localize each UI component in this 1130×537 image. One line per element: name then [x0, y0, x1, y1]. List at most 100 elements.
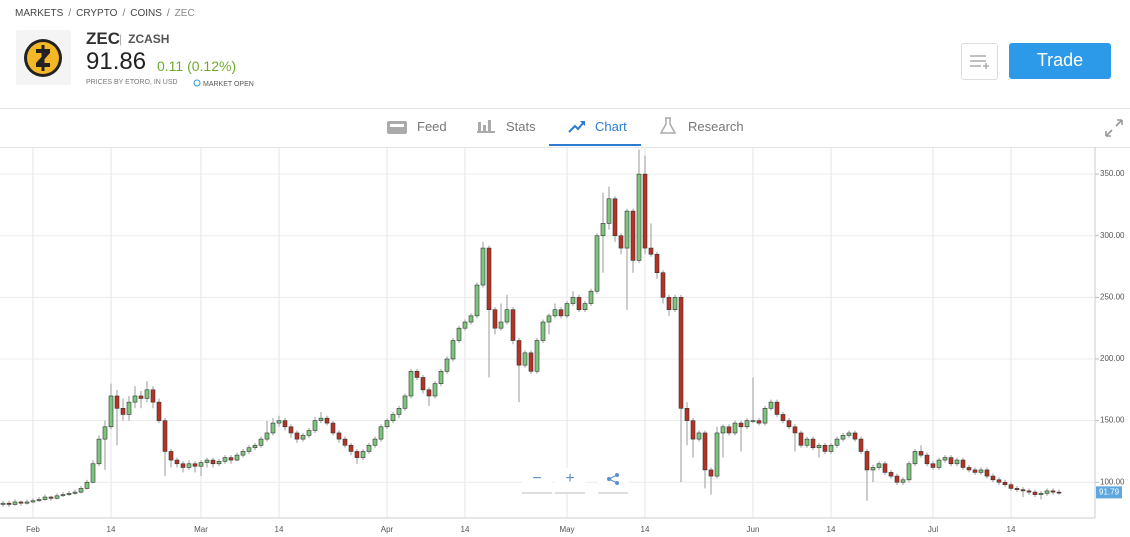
candle-body	[456, 327, 462, 341]
candle-body	[276, 420, 282, 424]
candle-body	[108, 395, 114, 428]
candle-body	[684, 408, 690, 421]
candle-body	[240, 451, 246, 456]
tab[interactable]: Research	[688, 119, 744, 134]
candle-body	[870, 467, 876, 471]
candle-body	[840, 435, 846, 440]
crumb[interactable]: CRYPTO	[76, 8, 118, 19]
candle-body	[12, 501, 18, 505]
candle-body	[720, 426, 726, 434]
candle-body	[258, 438, 264, 446]
candle-body	[480, 247, 486, 286]
candle-body	[504, 309, 510, 323]
fullscreen-button[interactable]	[1105, 119, 1123, 137]
tab-bar: Feed Stats Chart Research	[0, 108, 1130, 148]
candle-body	[72, 491, 78, 494]
zoom-in[interactable]: +	[555, 468, 585, 494]
candle-body	[486, 247, 492, 310]
candle-body	[612, 198, 618, 237]
x-tick-label: Jun	[747, 525, 760, 534]
candle-body	[768, 401, 774, 409]
candle-body	[936, 459, 942, 468]
candle-body	[1002, 481, 1008, 486]
candle-body	[756, 420, 762, 424]
candle-body	[810, 438, 816, 449]
candle-body	[666, 297, 672, 310]
y-tick-label: 300.00	[1100, 231, 1125, 240]
candle-body	[804, 438, 810, 446]
candle-body	[558, 309, 564, 317]
candle-body	[150, 389, 156, 403]
candle-body	[294, 432, 300, 440]
status: MARKET OPEN	[203, 81, 254, 88]
candle-body	[252, 444, 258, 449]
candle-body	[828, 444, 834, 452]
candle-body	[48, 496, 54, 499]
candle-body	[408, 371, 414, 397]
tab[interactable]: Chart	[595, 119, 627, 134]
trade-button[interactable]: Trade	[1009, 43, 1111, 79]
candle-body	[216, 461, 222, 465]
zoom-out[interactable]: −	[522, 468, 552, 494]
candle-body	[960, 459, 966, 468]
candle-body	[948, 457, 954, 465]
candle-body	[246, 447, 252, 452]
tab[interactable]: Feed	[417, 119, 447, 134]
watchlist-button[interactable]	[961, 43, 998, 80]
y-tick-label: 150.00	[1100, 416, 1125, 425]
candle-body	[306, 430, 312, 436]
candle-body	[792, 426, 798, 434]
x-tick-label: 14	[1007, 525, 1016, 534]
tab[interactable]: Stats	[506, 119, 536, 134]
candle-body	[570, 297, 576, 304]
x-tick-label: 14	[275, 525, 284, 534]
candle-body	[924, 454, 930, 465]
price: 91.86	[86, 48, 147, 75]
x-tick-label: Apr	[381, 525, 394, 534]
candle-body	[96, 438, 102, 465]
candle-body	[654, 253, 660, 274]
candle-body	[834, 438, 840, 446]
candle-body	[420, 377, 426, 391]
candle-body	[402, 395, 408, 409]
y-tick-label: 350.00	[1100, 169, 1125, 178]
candle-body	[522, 352, 528, 366]
candle-body	[990, 475, 996, 481]
candle-body	[900, 479, 906, 483]
breadcrumb: MARKETS / CRYPTO / COINS / ZEC	[15, 8, 195, 19]
crumb[interactable]: COINS	[130, 8, 162, 19]
candle-body	[630, 210, 636, 261]
last-price-box	[1096, 486, 1122, 499]
candle-body	[66, 493, 72, 495]
candle-body	[1044, 490, 1050, 494]
candle-body	[6, 502, 12, 505]
candle-body	[192, 463, 198, 467]
candle-body	[690, 420, 696, 440]
candle-body	[888, 472, 894, 477]
candle-body	[366, 444, 372, 452]
candle-body	[636, 173, 642, 261]
candle-body	[414, 371, 420, 378]
candle-body	[90, 463, 96, 483]
candle-body	[738, 422, 744, 428]
candle-body	[876, 463, 882, 468]
candle-body	[552, 309, 558, 317]
candle-body	[576, 297, 582, 310]
candle-body	[972, 469, 978, 473]
candle-body	[648, 247, 654, 255]
candle-body	[594, 235, 600, 292]
candle-body	[762, 408, 768, 424]
candle-body	[264, 432, 270, 440]
candle-body	[672, 297, 678, 310]
crumb[interactable]: MARKETS	[15, 8, 64, 19]
candle-body	[144, 389, 150, 399]
candle-body	[732, 422, 738, 434]
candle-body	[816, 444, 822, 449]
candle-body	[60, 494, 66, 496]
share[interactable]	[598, 468, 628, 494]
name: ZCASH	[128, 32, 170, 46]
candle-body	[978, 469, 984, 473]
candle-body	[660, 272, 666, 298]
candle-body	[468, 315, 474, 323]
candle-body	[102, 426, 108, 440]
